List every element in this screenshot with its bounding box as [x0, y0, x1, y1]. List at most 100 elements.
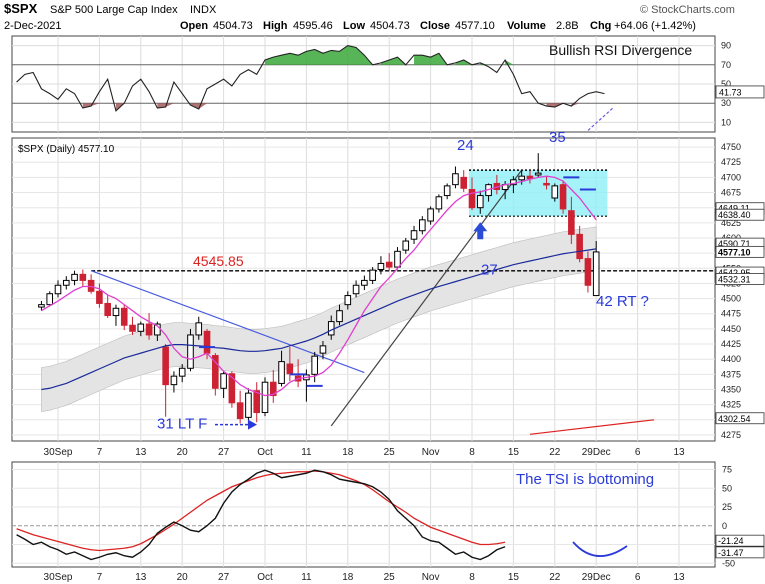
candle-body	[435, 196, 443, 210]
candle-body	[245, 392, 252, 418]
close-label: Close	[420, 20, 450, 32]
price-y-tick: 4725	[721, 157, 741, 167]
price-y-tick: 4750	[721, 142, 741, 152]
x-tick-label: 13	[673, 447, 685, 458]
bottoming-arc	[572, 541, 628, 557]
x-tick-label: 18	[342, 447, 354, 458]
candle-body	[385, 261, 393, 268]
price-y-tick: 4350	[721, 384, 741, 394]
rsi-overbought-fill	[455, 60, 472, 65]
candle-body	[269, 381, 277, 397]
candle-body	[576, 233, 583, 260]
candle-body	[203, 330, 211, 354]
candle-body	[443, 185, 451, 197]
price-value-box	[715, 273, 765, 285]
candle-body	[452, 173, 459, 186]
candle-body	[170, 375, 178, 386]
candle-body	[377, 262, 385, 271]
price-y-tick: 4325	[721, 400, 741, 410]
tsi-value-label: -21.24	[718, 536, 744, 546]
high-value: 4595.46	[293, 20, 333, 32]
rsi-y-tick: 90	[721, 41, 731, 51]
candle-body	[145, 323, 153, 336]
candle-body	[278, 361, 285, 384]
price-series	[38, 153, 715, 435]
x-tick-label: 11	[301, 447, 312, 458]
x-tick-label: 27	[218, 447, 230, 458]
x-tick-label: 22	[549, 572, 561, 583]
x-tick-label: 25	[384, 572, 396, 583]
candle-body	[228, 373, 236, 404]
tsi-y-tick: -50	[722, 558, 735, 568]
price-y-tick: 4475	[721, 309, 741, 319]
x-tick-label: 20	[177, 447, 189, 458]
candle-body	[369, 269, 376, 281]
rsi-value-label: 41.73	[719, 87, 742, 97]
x-tick-label: Nov	[422, 447, 440, 458]
high-label: High	[263, 20, 288, 32]
candle-body	[286, 363, 294, 375]
candle-body	[162, 346, 169, 386]
candle-body	[361, 279, 368, 286]
price-value-label: 4532.31	[718, 275, 751, 285]
candle-body	[137, 323, 145, 332]
rsi-line	[16, 45, 605, 112]
x-tick-label: 29Dec	[582, 572, 611, 583]
candle-body	[336, 310, 343, 323]
x-tick-label: 25	[384, 447, 396, 458]
level-annotation: 4545.85	[193, 253, 244, 269]
x-tick-label: 27	[218, 572, 230, 583]
x-tick-label: 8	[469, 447, 475, 458]
x-tick-label: 7	[97, 572, 103, 583]
price-y-tick: 4675	[721, 188, 741, 198]
symbol-label: $SPX	[4, 1, 38, 16]
candle-body	[79, 273, 87, 281]
count-annotation: 24	[457, 137, 474, 154]
candle-body	[120, 307, 128, 326]
price-value-label: 4542.95	[718, 268, 751, 278]
x-tick-label: 22	[549, 447, 561, 458]
candle-body	[129, 324, 136, 332]
candle-body	[38, 304, 45, 308]
candle-body	[568, 210, 575, 235]
low-label: Low	[343, 20, 365, 32]
x-tick-label: 15	[508, 447, 520, 458]
rsi-annotation: Bullish RSI Divergence	[549, 42, 692, 58]
tsi-y-tick: 0	[722, 521, 727, 531]
low-value: 4504.73	[370, 20, 410, 32]
price-y-tick: 4500	[721, 294, 741, 304]
tsi-signal-line	[16, 470, 506, 552]
candle-body	[71, 273, 78, 281]
x-tick-label: 13	[673, 572, 685, 583]
candle-body	[352, 284, 360, 295]
x-tick-label: 7	[97, 447, 103, 458]
candle-body	[344, 295, 352, 306]
count-annotation: 42 RT ?	[596, 293, 649, 310]
candle-body	[402, 240, 410, 251]
candle-body	[178, 367, 186, 377]
rsi-y-tick: 70	[721, 60, 731, 70]
watermark: © StockCharts.com	[640, 4, 735, 16]
price-y-tick: 4450	[721, 324, 741, 334]
candle-body	[559, 184, 567, 210]
candle-body	[534, 172, 542, 176]
ma-long-line	[41, 248, 597, 391]
downtrend-line	[90, 270, 365, 374]
candle-body	[394, 250, 401, 268]
x-tick-label: 29Dec	[582, 447, 611, 458]
x-tick-label: Nov	[422, 572, 440, 583]
price-value-label: 4302.54	[718, 414, 751, 424]
price-y-tick: 4375	[721, 369, 741, 379]
candle-body	[62, 279, 70, 286]
candle-body	[419, 219, 426, 232]
tsi-panel	[11, 461, 716, 568]
x-tick-label: 30Sep	[44, 447, 73, 458]
up-arrow	[473, 222, 488, 240]
candle-body	[112, 307, 120, 317]
volume-label: Volume	[507, 20, 546, 32]
x-tick-label: 30Sep	[44, 572, 73, 583]
candle-body	[551, 185, 559, 199]
count-annotation: 31 LT F	[157, 415, 207, 432]
price-y-tick: 4625	[721, 218, 741, 228]
